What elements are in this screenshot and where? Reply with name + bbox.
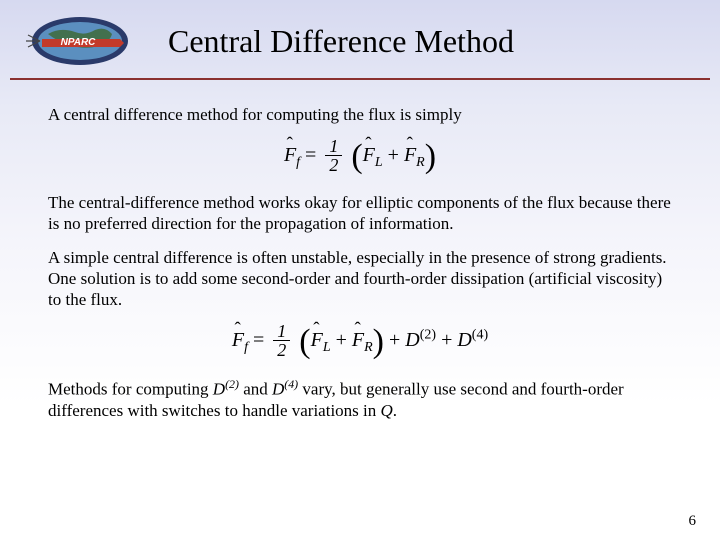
paragraph-2: The central-difference method works okay… — [48, 192, 672, 235]
slide-header: NPARC Central Difference Method — [10, 0, 710, 80]
equation-1: Ff = 12 (FL + FR) — [48, 137, 672, 176]
paragraph-4: Methods for computing D(2) and D(4) vary… — [48, 377, 672, 421]
page-number: 6 — [689, 513, 697, 530]
paragraph-3: A simple central difference is often uns… — [48, 247, 672, 311]
equation-2: Ff = 12 (FL + FR) + D(2) + D(4) — [48, 322, 672, 361]
nparc-logo: NPARC — [20, 12, 140, 70]
logo-text: NPARC — [61, 37, 97, 48]
paragraph-1: A central difference method for computin… — [48, 104, 672, 125]
slide-title: Central Difference Method — [168, 23, 514, 60]
slide-body: A central difference method for computin… — [0, 80, 720, 421]
